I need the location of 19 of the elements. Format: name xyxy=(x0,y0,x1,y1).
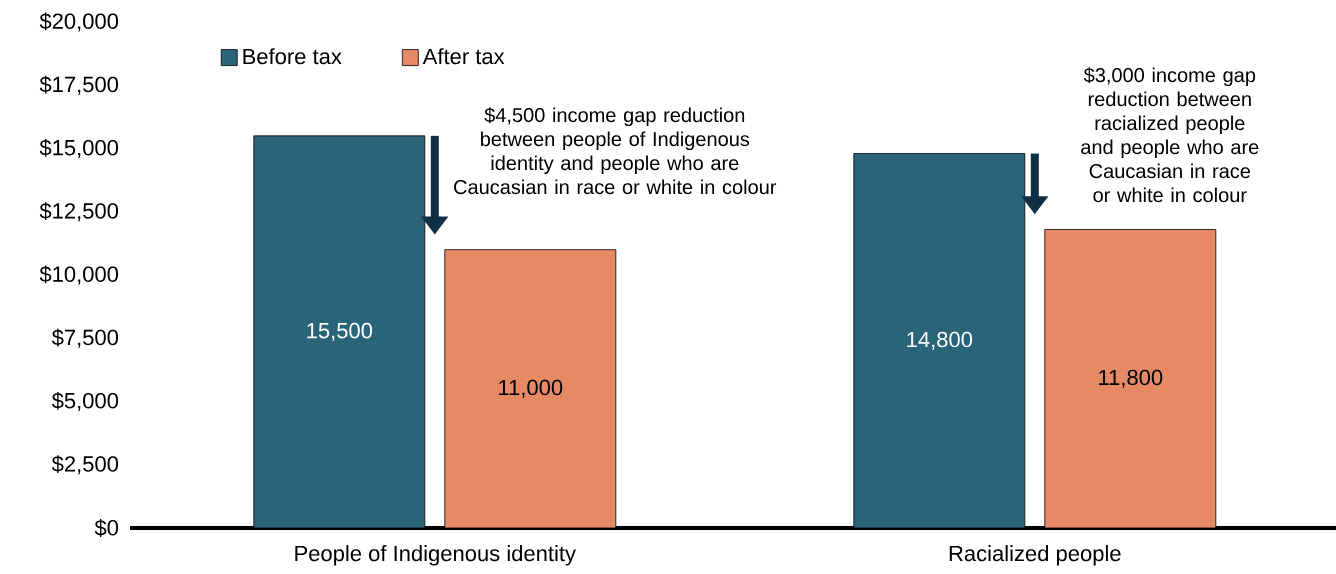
data-label: 15,500 xyxy=(307,322,373,342)
y-tick-label: $17,500 xyxy=(39,75,119,95)
y-tick-label: $15,000 xyxy=(39,138,119,159)
data-label: 11,800 xyxy=(1099,369,1163,388)
y-tick-label: $10,000 xyxy=(39,265,119,285)
y-tick-label: $2,500 xyxy=(51,455,119,475)
data-label: 14,800 xyxy=(907,331,973,350)
x-tick-label: Racialized people xyxy=(949,545,1121,566)
y-tick-label: $7,500 xyxy=(51,328,119,348)
y-tick-label: $5,000 xyxy=(51,391,119,412)
annotation: $4,500 income gap reduction between people of Indigenous identity and people who are Caucasian in race or white in colour xyxy=(454,107,777,195)
y-tick-label: $12,500 xyxy=(39,202,119,222)
legend-label: Before tax xyxy=(243,48,342,65)
x-tick-label: People of Indigenous identity xyxy=(295,545,576,566)
y-tick-label: $20,000 xyxy=(39,12,119,32)
y-tick-label: $0 xyxy=(94,519,119,537)
data-label: 11,000 xyxy=(499,379,563,398)
annotation: $3,000 income gap reduction between racialized people and people who are Caucasian in race or white in colour xyxy=(1081,67,1259,203)
legend-label: After tax xyxy=(422,48,505,65)
